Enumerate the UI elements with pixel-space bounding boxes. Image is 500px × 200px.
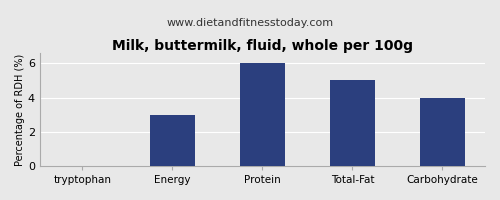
Text: www.dietandfitnesstoday.com: www.dietandfitnesstoday.com — [166, 18, 334, 28]
Bar — [420, 98, 465, 166]
Bar — [240, 63, 285, 166]
Bar — [330, 80, 375, 166]
Bar — [150, 115, 195, 166]
Y-axis label: Percentage of RDH (%): Percentage of RDH (%) — [15, 53, 25, 166]
Title: Milk, buttermilk, fluid, whole per 100g: Milk, buttermilk, fluid, whole per 100g — [112, 39, 413, 53]
